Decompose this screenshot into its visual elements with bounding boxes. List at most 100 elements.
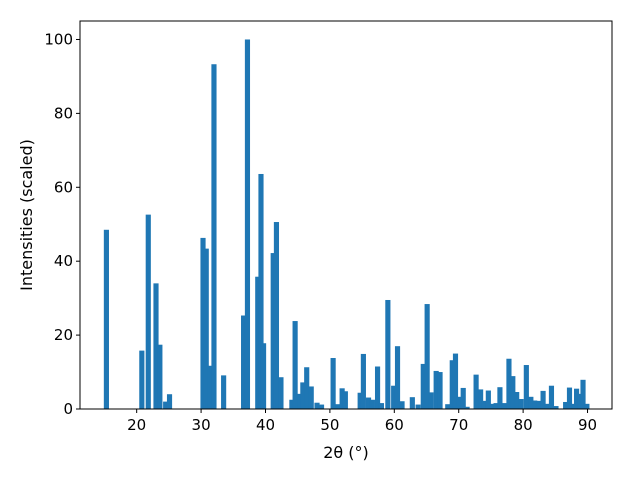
x-tick-label: 50 xyxy=(320,416,339,434)
bar xyxy=(103,229,109,409)
bar xyxy=(342,391,348,409)
x-tick-label: 40 xyxy=(256,416,275,434)
bar xyxy=(378,403,384,409)
y-ticks: 0 20 40 60 80 100 xyxy=(44,30,80,418)
bar xyxy=(497,387,503,409)
bar xyxy=(473,374,479,409)
bar xyxy=(577,393,583,409)
x-axis-label: 2θ (°) xyxy=(323,443,369,462)
bar xyxy=(437,372,443,409)
x-tick-label: 80 xyxy=(514,416,533,434)
bar xyxy=(460,387,466,409)
bar xyxy=(211,64,217,409)
bar xyxy=(304,367,310,409)
bar xyxy=(308,386,314,409)
bar xyxy=(506,358,512,409)
bar xyxy=(532,400,538,409)
bar xyxy=(445,404,451,409)
bar xyxy=(330,358,336,409)
bar xyxy=(456,396,462,409)
bar xyxy=(540,390,546,409)
bar xyxy=(374,366,381,409)
bar xyxy=(163,401,169,409)
bar xyxy=(584,403,590,409)
y-tick-label: 100 xyxy=(44,30,73,48)
bar xyxy=(339,388,345,409)
x-tick-label: 90 xyxy=(578,416,597,434)
bar xyxy=(391,385,397,409)
y-tick-label: 20 xyxy=(54,326,73,344)
bar xyxy=(536,400,542,409)
bar xyxy=(510,376,516,409)
bar xyxy=(518,399,524,409)
bar xyxy=(485,390,491,409)
bar xyxy=(489,403,495,409)
x-tick-label: 30 xyxy=(192,416,211,434)
x-tick-label: 70 xyxy=(449,416,468,434)
bar xyxy=(563,401,569,409)
bar xyxy=(360,353,366,409)
plot-area xyxy=(80,21,612,409)
bars-group xyxy=(103,39,590,409)
x-tick-label: 20 xyxy=(127,416,146,434)
bar xyxy=(289,399,295,409)
bar xyxy=(153,283,159,409)
bar xyxy=(244,39,251,409)
bar xyxy=(424,304,430,409)
bar xyxy=(258,173,264,409)
plot-frame xyxy=(79,20,613,410)
bar xyxy=(314,402,320,409)
bar xyxy=(260,343,267,409)
y-tick-label: 40 xyxy=(54,252,73,270)
bar xyxy=(574,388,580,409)
bar xyxy=(207,365,213,409)
bar xyxy=(203,248,209,409)
bar xyxy=(523,365,529,409)
bar xyxy=(357,392,363,409)
bar xyxy=(548,385,555,409)
bar xyxy=(297,393,303,409)
bar xyxy=(270,253,276,409)
bar xyxy=(580,379,586,409)
bar xyxy=(399,401,405,409)
bar xyxy=(501,403,508,409)
bar xyxy=(452,353,459,409)
x-tick-label: 60 xyxy=(385,416,404,434)
bar xyxy=(157,344,163,409)
bar xyxy=(449,360,455,409)
bar xyxy=(221,375,227,409)
bar xyxy=(394,346,401,409)
y-axis-label: Intensities (scaled) xyxy=(17,139,36,291)
bar xyxy=(428,392,434,409)
bar xyxy=(255,276,261,409)
bar xyxy=(481,400,488,409)
bar xyxy=(478,389,484,409)
bar xyxy=(544,403,550,409)
bar xyxy=(433,370,439,409)
bar xyxy=(409,397,415,409)
bar xyxy=(166,394,173,409)
bar xyxy=(385,299,391,409)
bar xyxy=(200,237,206,409)
bar xyxy=(300,382,306,409)
bar xyxy=(420,363,426,409)
bar xyxy=(241,315,247,409)
bar xyxy=(553,406,559,409)
bar xyxy=(415,404,421,409)
y-tick-label: 0 xyxy=(63,400,73,418)
bar xyxy=(278,377,284,409)
bar xyxy=(139,350,145,409)
y-tick-label: 60 xyxy=(54,178,73,196)
bar xyxy=(145,214,151,409)
bar xyxy=(514,392,520,409)
bar xyxy=(528,396,534,409)
bar xyxy=(493,403,499,409)
x-ticks: 20 30 40 50 60 70 80 90 xyxy=(127,409,597,434)
bar xyxy=(273,222,280,409)
bar xyxy=(369,399,375,409)
bar xyxy=(566,387,573,409)
bar xyxy=(292,321,298,409)
bar xyxy=(464,406,470,409)
bar xyxy=(318,404,325,409)
